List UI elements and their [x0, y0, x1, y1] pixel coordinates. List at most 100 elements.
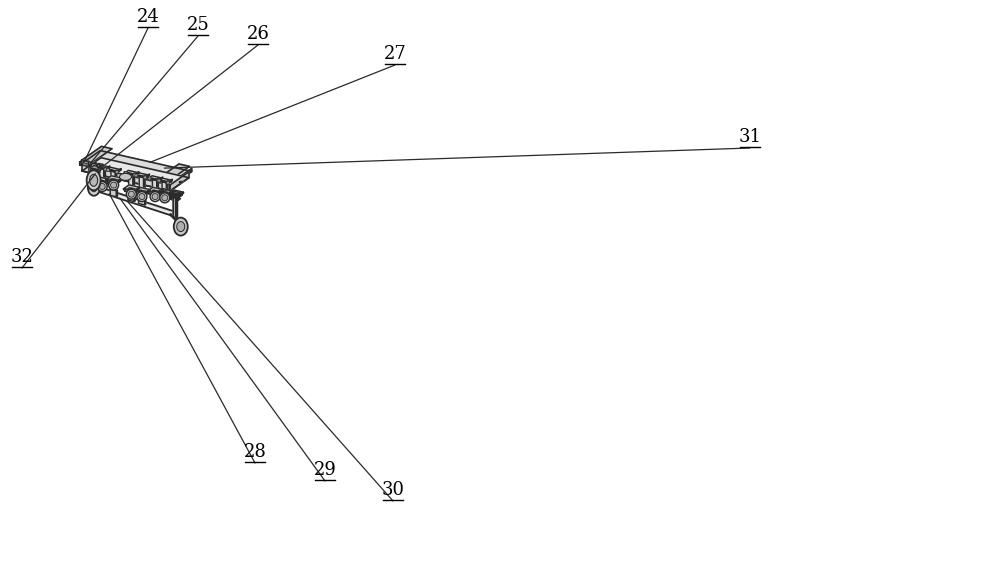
Polygon shape	[129, 189, 133, 193]
Polygon shape	[99, 181, 103, 185]
Polygon shape	[111, 179, 117, 181]
Polygon shape	[98, 164, 102, 168]
Circle shape	[159, 193, 162, 196]
Polygon shape	[178, 193, 182, 198]
Circle shape	[132, 191, 134, 194]
Polygon shape	[156, 191, 158, 195]
Polygon shape	[158, 191, 172, 196]
Polygon shape	[90, 162, 97, 163]
Polygon shape	[107, 181, 116, 184]
Circle shape	[126, 189, 136, 199]
Polygon shape	[149, 190, 162, 195]
Text: 29: 29	[314, 461, 336, 479]
Circle shape	[157, 179, 160, 182]
Circle shape	[103, 184, 105, 186]
Polygon shape	[107, 179, 121, 184]
Polygon shape	[89, 163, 102, 168]
Text: 32: 32	[11, 248, 33, 266]
Polygon shape	[134, 189, 138, 193]
Polygon shape	[139, 190, 145, 193]
Polygon shape	[94, 166, 96, 176]
Polygon shape	[136, 192, 144, 195]
Circle shape	[89, 163, 101, 175]
Polygon shape	[125, 190, 134, 193]
Polygon shape	[148, 176, 163, 181]
Polygon shape	[111, 170, 115, 181]
Circle shape	[108, 181, 110, 183]
Polygon shape	[134, 191, 145, 195]
Polygon shape	[104, 167, 105, 182]
Circle shape	[104, 168, 107, 171]
Polygon shape	[159, 164, 190, 180]
Polygon shape	[166, 193, 168, 196]
Polygon shape	[96, 166, 98, 177]
Circle shape	[88, 164, 91, 167]
Polygon shape	[125, 188, 138, 193]
Polygon shape	[160, 190, 181, 198]
Ellipse shape	[90, 175, 98, 186]
Polygon shape	[115, 180, 117, 184]
Polygon shape	[90, 168, 97, 172]
Circle shape	[96, 166, 99, 169]
Polygon shape	[82, 160, 92, 165]
Polygon shape	[135, 173, 149, 178]
Polygon shape	[94, 181, 105, 185]
Polygon shape	[90, 162, 96, 166]
Polygon shape	[157, 193, 168, 196]
Polygon shape	[89, 163, 102, 168]
Polygon shape	[169, 193, 182, 198]
Polygon shape	[106, 176, 122, 182]
Polygon shape	[162, 191, 168, 194]
Text: 24: 24	[137, 8, 159, 26]
Polygon shape	[83, 160, 90, 162]
Circle shape	[162, 195, 168, 201]
Polygon shape	[159, 178, 164, 181]
Polygon shape	[166, 180, 171, 183]
Polygon shape	[105, 180, 110, 185]
Polygon shape	[82, 146, 112, 163]
Circle shape	[137, 191, 147, 202]
Polygon shape	[152, 176, 157, 180]
Polygon shape	[134, 195, 135, 202]
Polygon shape	[93, 166, 96, 177]
Polygon shape	[116, 180, 121, 184]
Circle shape	[156, 194, 158, 196]
Polygon shape	[83, 161, 89, 164]
Circle shape	[165, 195, 168, 197]
Polygon shape	[111, 186, 117, 187]
Ellipse shape	[174, 218, 188, 235]
Polygon shape	[178, 192, 184, 197]
Polygon shape	[157, 178, 158, 193]
Circle shape	[106, 168, 109, 172]
Polygon shape	[139, 191, 143, 195]
Polygon shape	[149, 192, 158, 195]
Polygon shape	[94, 187, 175, 217]
Polygon shape	[157, 189, 173, 195]
Polygon shape	[158, 190, 163, 195]
Circle shape	[124, 172, 127, 175]
Text: 31: 31	[738, 128, 762, 146]
Polygon shape	[143, 191, 145, 195]
Text: 26: 26	[247, 25, 269, 43]
Polygon shape	[168, 191, 173, 196]
Circle shape	[126, 190, 128, 192]
Polygon shape	[135, 175, 145, 178]
Polygon shape	[171, 197, 178, 200]
Polygon shape	[139, 198, 145, 205]
Polygon shape	[167, 192, 172, 196]
Text: 25: 25	[187, 16, 209, 34]
Polygon shape	[162, 193, 166, 196]
Polygon shape	[80, 162, 171, 186]
Circle shape	[128, 191, 134, 197]
Polygon shape	[117, 168, 121, 172]
Polygon shape	[135, 172, 139, 176]
Polygon shape	[96, 182, 105, 185]
Polygon shape	[169, 194, 178, 198]
Circle shape	[111, 182, 117, 188]
Polygon shape	[139, 176, 144, 193]
Polygon shape	[111, 182, 117, 184]
Polygon shape	[158, 193, 167, 196]
Polygon shape	[161, 193, 179, 200]
Polygon shape	[134, 187, 140, 192]
Polygon shape	[152, 193, 158, 195]
